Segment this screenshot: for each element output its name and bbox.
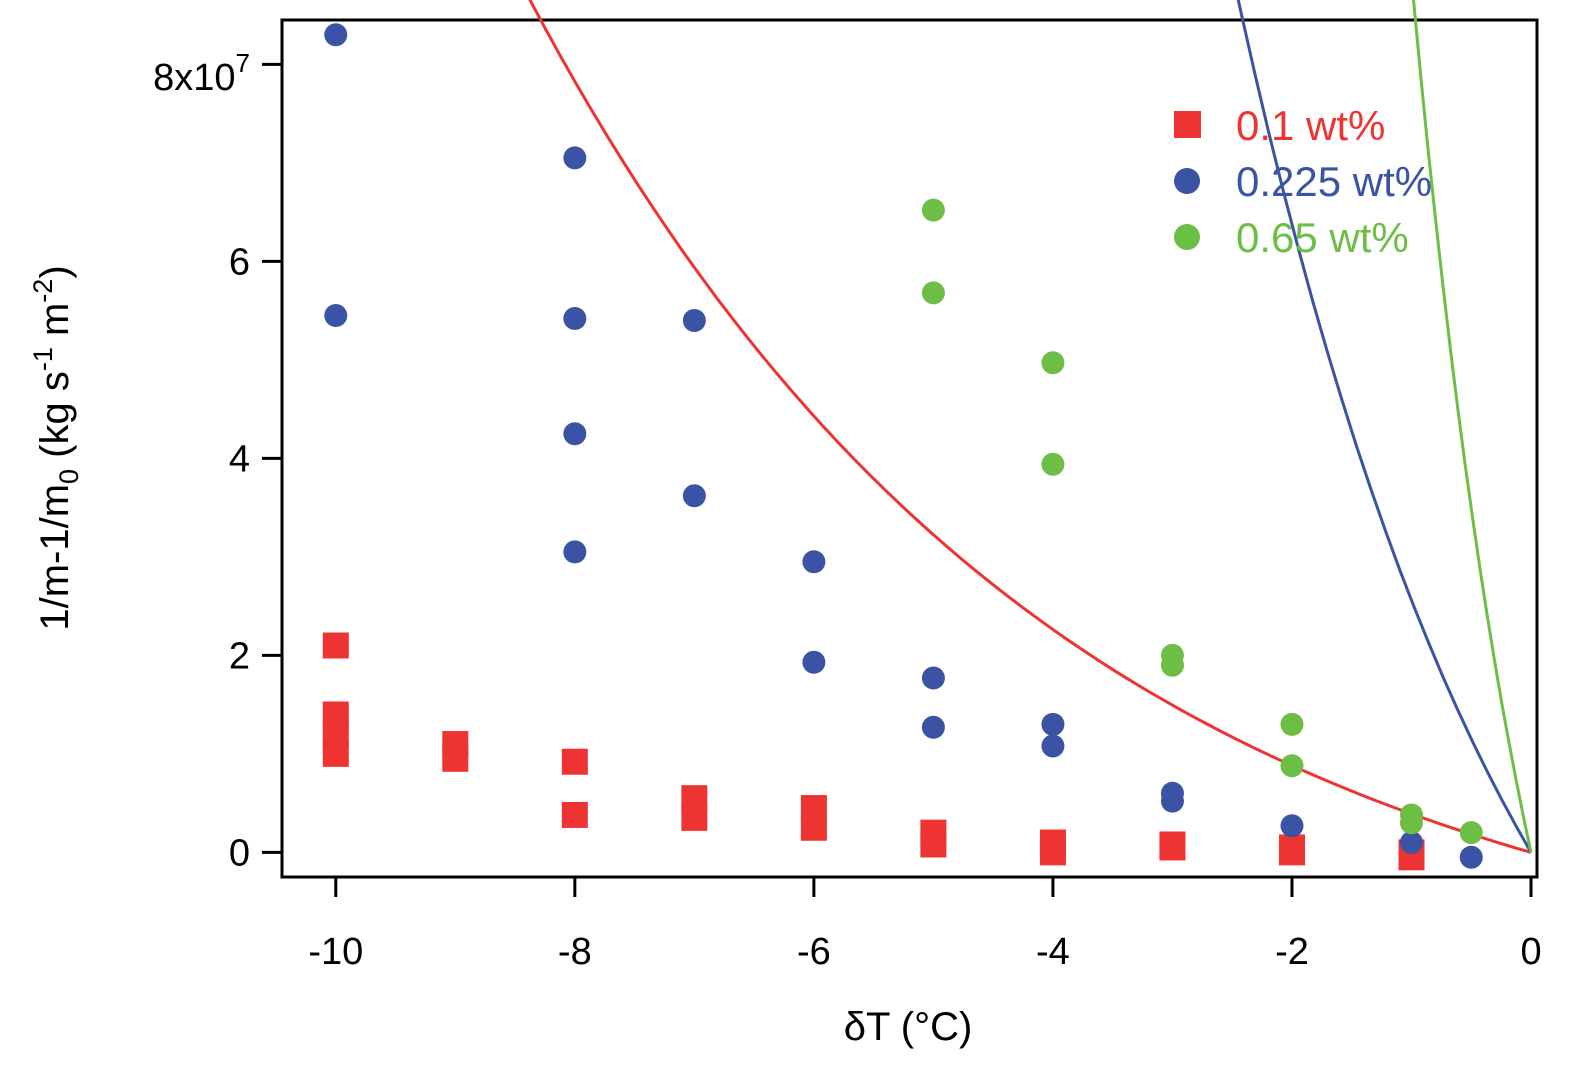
legend: 0.1 wt% 0.225 wt% 0.65 wt%	[1174, 102, 1432, 261]
fit-curve-0	[528, 0, 1532, 854]
x-axis: -10 -8 -6 -4 -2 0	[308, 877, 1542, 973]
point-s0-7	[561, 801, 588, 828]
point-s1-9	[802, 650, 826, 674]
legend-marker-1	[1174, 168, 1200, 194]
point-s1-0	[324, 23, 348, 47]
plot-frame	[280, 18, 1539, 879]
x-tick-label-3: -4	[1036, 931, 1070, 973]
point-s1-5	[563, 540, 587, 564]
point-s0-5	[442, 745, 469, 772]
point-s0-0	[322, 632, 349, 659]
point-s1-15	[1160, 789, 1184, 813]
point-s1-2	[563, 146, 587, 170]
legend-marker-2	[1174, 224, 1200, 250]
point-s2-1	[921, 281, 945, 305]
legend-label-1: 0.225 wt%	[1236, 158, 1432, 205]
point-s0-9	[681, 804, 708, 831]
point-s0-11	[800, 814, 827, 841]
y-axis-title: 1/m-1/m0 (kg s-1 m-2)	[28, 265, 84, 630]
fit-curve-1	[1236, 0, 1533, 854]
y-tick-label-3: 6	[229, 241, 250, 283]
legend-label-0: 0.1 wt%	[1236, 102, 1385, 149]
x-tick-label-0: -10	[308, 931, 363, 973]
y-axis: 0 2 4 6	[229, 62, 282, 874]
point-s2-0	[921, 198, 945, 222]
fit-curve-2	[1412, 0, 1533, 853]
y-top-tick-label: 8x107	[153, 48, 250, 99]
y-tick-label-0: 0	[229, 832, 250, 874]
point-s0-19	[1278, 839, 1305, 866]
legend-marker-0	[1174, 111, 1201, 138]
point-s1-11	[921, 715, 945, 739]
point-s0-3	[322, 740, 349, 767]
point-s2-9	[1400, 811, 1423, 835]
point-s1-18	[1459, 845, 1483, 869]
point-s2-6	[1280, 712, 1304, 736]
point-s1-13	[1041, 734, 1065, 758]
point-s1-6	[682, 308, 706, 332]
point-s1-16	[1280, 814, 1304, 838]
point-s0-6	[561, 748, 588, 775]
x-tick-label-1: -8	[558, 931, 592, 973]
fit-curves	[528, 0, 1533, 854]
point-s0-13	[920, 831, 947, 858]
point-s1-7	[682, 484, 706, 508]
x-tick-label-2: -6	[797, 931, 831, 973]
legend-label-2: 0.65 wt%	[1236, 214, 1409, 261]
point-s1-4	[563, 422, 587, 446]
point-s2-5	[1160, 653, 1184, 677]
point-s1-8	[802, 550, 826, 574]
point-s0-15	[1039, 839, 1066, 866]
y-tick-label-1: 2	[229, 635, 250, 677]
data-points	[322, 23, 1483, 871]
point-s1-3	[563, 306, 587, 330]
point-s1-12	[1041, 712, 1065, 736]
x-axis-title: δT (°C)	[844, 1005, 973, 1049]
x-tick-label-4: -2	[1275, 931, 1309, 973]
point-s1-17	[1400, 831, 1423, 855]
y-tick-label-2: 4	[229, 438, 250, 480]
x-tick-label-5: 0	[1520, 931, 1541, 973]
point-s1-1	[324, 304, 348, 328]
point-s2-10	[1459, 821, 1483, 845]
point-s0-17	[1159, 834, 1186, 861]
point-s2-2	[1041, 351, 1065, 375]
point-s2-3	[1041, 452, 1065, 476]
point-s2-7	[1280, 754, 1304, 778]
point-s1-10	[921, 666, 945, 690]
